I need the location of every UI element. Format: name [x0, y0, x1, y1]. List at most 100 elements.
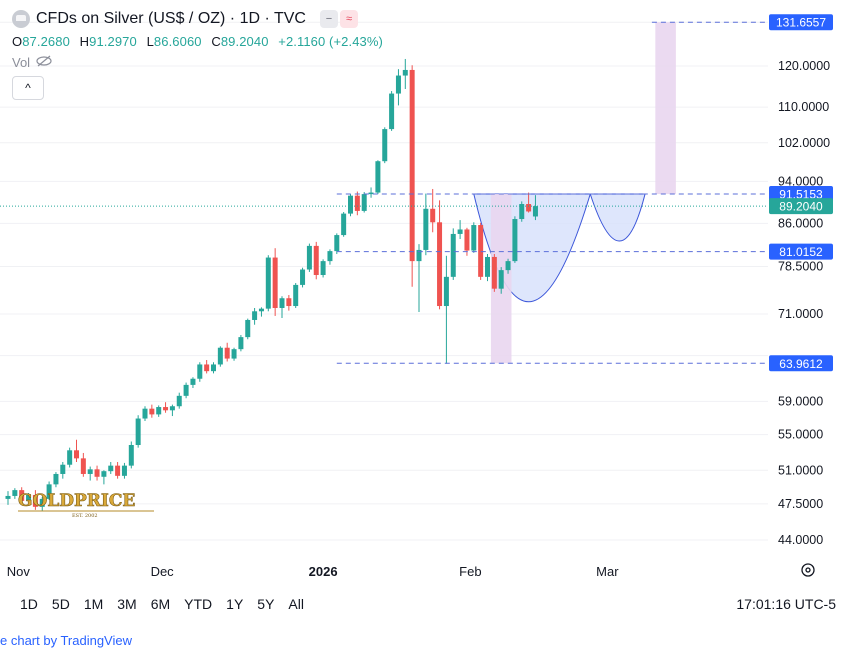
candle-body [67, 450, 73, 465]
candle-body [121, 465, 127, 476]
candle-body [416, 249, 422, 262]
settings-icon[interactable] [801, 563, 815, 577]
close-label: C [211, 34, 221, 49]
candle-body [245, 319, 251, 338]
candle-body [279, 298, 285, 308]
candle-body [430, 208, 436, 223]
candle-body [382, 129, 388, 162]
candle-body [471, 225, 477, 251]
price-label-box [769, 186, 833, 203]
svg-text:GOLDPRICE: GOLDPRICE [18, 491, 135, 511]
candle-body [101, 471, 107, 477]
y-tick-label: 51.0000 [778, 463, 823, 477]
y-tick-label: 44.0000 [778, 533, 823, 547]
candle-body [149, 408, 155, 415]
candle-body [478, 225, 484, 277]
timeframe-1d[interactable]: 1D [20, 596, 38, 612]
candle-body [39, 498, 45, 507]
price-label: 81.0152 [779, 245, 823, 259]
wave-icon[interactable]: ≈ [339, 10, 358, 28]
time-axis: Nov Dec 2026 Feb Mar [7, 564, 620, 579]
y-tick-label: 94.0000 [778, 174, 823, 188]
low-value: 86.6060 [153, 34, 202, 49]
candle-body [252, 311, 258, 320]
candle-body [60, 464, 66, 474]
candle-body [169, 406, 175, 411]
price-label: 89.2040 [779, 200, 823, 214]
candle-body [183, 384, 189, 396]
timeframe-all[interactable]: All [288, 596, 304, 612]
volume-label[interactable]: Vol [12, 55, 31, 70]
candle-body [423, 208, 429, 250]
candle-body [5, 495, 11, 499]
y-tick-label: 71.0000 [778, 307, 823, 321]
candle-body [532, 206, 538, 217]
clock[interactable]: 17:01:16 UTC-5 [736, 596, 836, 612]
x-tick-label: Mar [596, 564, 619, 579]
collapse-legend-button[interactable]: ^ [12, 76, 44, 100]
high-label: H [79, 34, 90, 49]
candle-body [409, 69, 415, 262]
candle-body [53, 473, 59, 485]
timeframe-6m[interactable]: 6M [150, 596, 171, 612]
candle-body [313, 245, 319, 276]
candle-body [306, 245, 312, 270]
timeframe-ytd[interactable]: YTD [184, 596, 213, 612]
change-value: +2.1160 (+2.43%) [278, 34, 383, 49]
indicator-badges: − ≈ [319, 10, 358, 28]
candle-body [354, 195, 360, 211]
tradingview-credit[interactable]: e chart by TradingView [0, 633, 132, 648]
price-label-box [769, 198, 833, 215]
price-label-box [769, 355, 833, 372]
timeframe-1m[interactable]: 1M [83, 596, 104, 612]
target-projection-bar [655, 22, 676, 195]
candle-body [457, 229, 463, 234]
y-tick-label: 59.0000 [778, 394, 823, 408]
candle-body [32, 494, 38, 507]
goldprice-logo: GOLDPRICE EST. 2002 [18, 490, 158, 519]
chart-grid [0, 21, 768, 541]
price-label: 63.9612 [779, 357, 823, 371]
symbol-title[interactable]: CFDs on Silver (US$ / OZ) · 1D · TVC [36, 10, 306, 27]
candle-body [142, 408, 148, 419]
timeframe-5y[interactable]: 5Y [257, 596, 275, 612]
candle-body [176, 395, 182, 407]
candle-body [258, 308, 264, 312]
chevron-up-icon: ^ [25, 81, 31, 95]
price-label-box [769, 14, 833, 31]
low-label: L [146, 34, 154, 49]
candle-body [135, 418, 141, 445]
timeframe-1y[interactable]: 1Y [226, 596, 244, 612]
x-tick-label: 2026 [309, 564, 338, 579]
minus-icon[interactable]: − [319, 10, 338, 28]
candle-body [443, 276, 449, 307]
timeframe-bar: 1D 5D 1M 3M 6M YTD 1Y 5Y All [18, 596, 316, 612]
candle-body [341, 213, 347, 236]
silver-symbol-icon [12, 10, 30, 28]
candle-body [361, 194, 367, 211]
candle-body [389, 93, 395, 130]
candle-body [128, 444, 134, 466]
candle-body [238, 337, 244, 350]
timeframe-3m[interactable]: 3M [117, 596, 137, 612]
cup-handle-pattern [473, 22, 676, 364]
candle-body [197, 364, 203, 379]
eye-hidden-icon[interactable] [36, 55, 52, 70]
close-value: 89.2040 [220, 34, 269, 49]
candle-body [437, 222, 443, 307]
candle-body [272, 257, 278, 308]
candle-body [231, 349, 237, 359]
candle-body [293, 284, 299, 307]
candle-body [115, 465, 121, 476]
chart-legend: CFDs on Silver (US$ / OZ) · 1D · TVC − ≈… [12, 10, 389, 100]
candle-body [327, 251, 333, 262]
candle-body [450, 233, 456, 277]
candle-body [512, 219, 518, 262]
timeframe-5d[interactable]: 5D [51, 596, 70, 612]
candle-body [12, 490, 18, 496]
candle-body [224, 347, 230, 359]
candle-body [320, 261, 326, 276]
candle-body [108, 465, 114, 472]
candle-body [19, 490, 25, 501]
